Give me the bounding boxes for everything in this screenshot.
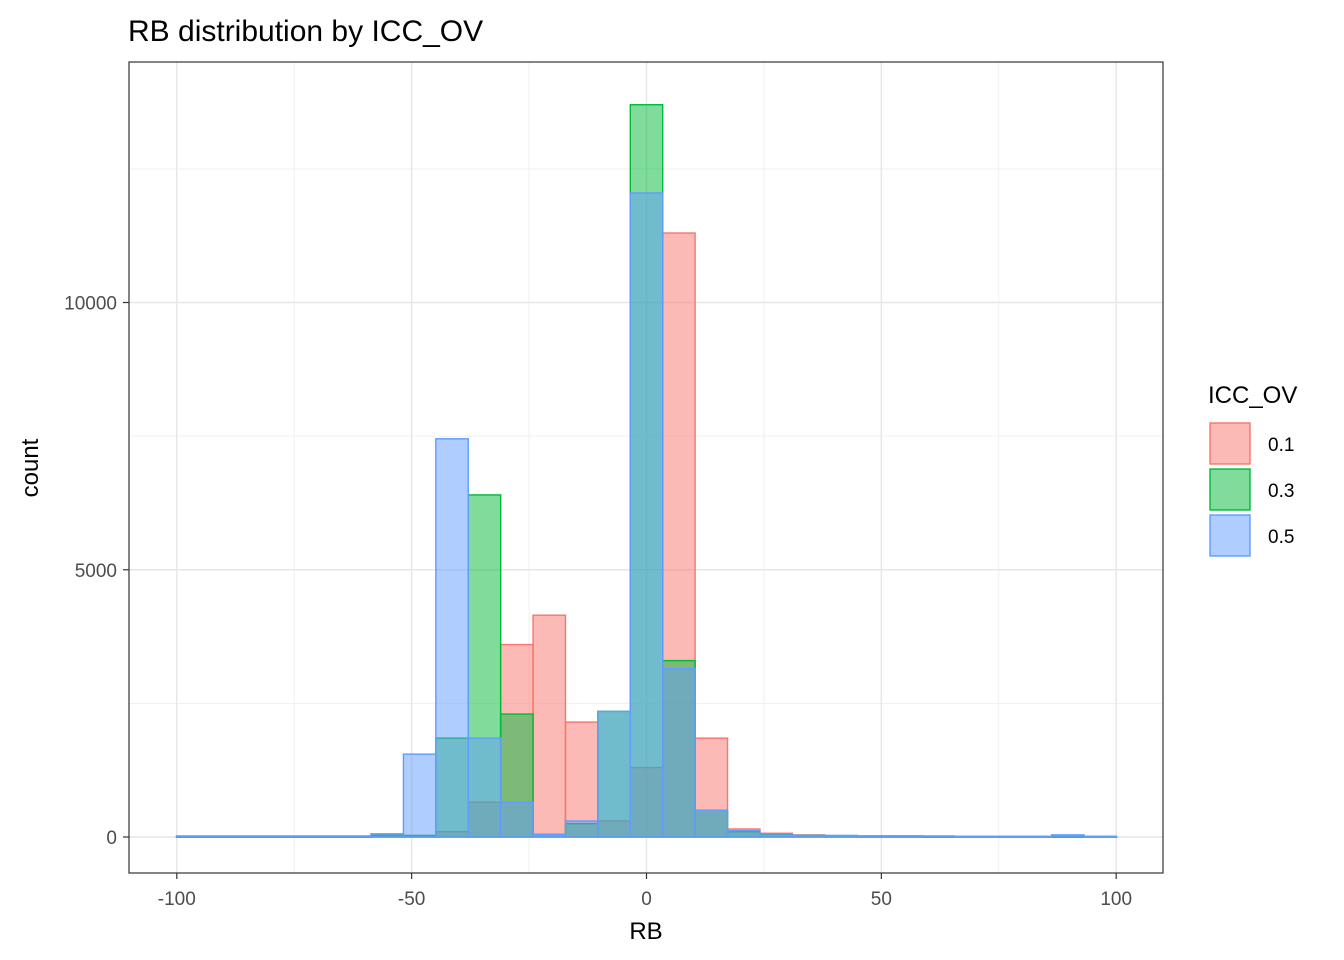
- histogram-bar: [467, 737, 502, 838]
- x-axis: -100 -50 0 50 100: [158, 873, 1132, 910]
- histogram-bar: [435, 438, 469, 838]
- histogram-bar: [888, 835, 923, 838]
- x-tick-label: 0: [641, 889, 652, 910]
- x-tick-label: -50: [398, 889, 425, 910]
- x-tick-label: -100: [158, 889, 196, 910]
- legend-title: ICC_OV: [1208, 382, 1297, 409]
- histogram-bar: [1018, 835, 1053, 838]
- histogram-bar: [1050, 834, 1085, 838]
- histogram-bar: [629, 192, 664, 838]
- y-axis-title: count: [17, 438, 44, 497]
- histogram-bar: [370, 833, 405, 838]
- histogram-bar: [175, 835, 210, 838]
- series-0.5: [175, 192, 1118, 838]
- histogram-bar: [662, 667, 696, 838]
- legend-label: 0.3: [1268, 481, 1294, 502]
- legend-item: 0.1: [1209, 422, 1294, 465]
- legend-label: 0.5: [1268, 527, 1294, 548]
- histogram-bar: [986, 835, 1020, 838]
- histogram-bar: [856, 835, 891, 838]
- histogram-bar: [337, 835, 372, 838]
- y-tick-label: 5000: [75, 561, 117, 582]
- histogram-bar: [208, 835, 243, 838]
- histogram-bar: [953, 835, 988, 838]
- histogram-bar: [694, 809, 729, 838]
- histogram-bar: [273, 835, 307, 838]
- x-axis-title: RB: [629, 918, 662, 945]
- legend: ICC_OV 0.1 0.3 0.5: [1208, 382, 1297, 557]
- y-tick-label: 10000: [64, 294, 117, 315]
- histogram-bar: [402, 753, 437, 838]
- histogram-bar: [791, 834, 826, 838]
- legend-label: 0.1: [1268, 435, 1294, 456]
- histogram-bar: [921, 835, 956, 838]
- histogram-bar: [499, 801, 534, 838]
- histogram-bar: [532, 833, 567, 838]
- legend-key: [1209, 514, 1251, 557]
- y-axis: 0 5000 10000: [64, 294, 129, 849]
- histogram-bar: [1083, 835, 1118, 838]
- histogram-bar: [240, 835, 275, 838]
- histogram-bars: [175, 104, 1118, 838]
- histogram-bar: [726, 829, 761, 838]
- histogram-bar: [532, 614, 567, 838]
- legend-item: 0.3: [1209, 468, 1294, 511]
- legend-key: [1209, 422, 1251, 465]
- histogram-bar: [564, 820, 599, 838]
- legend-key: [1209, 468, 1251, 511]
- histogram-bar: [759, 833, 794, 838]
- histogram-bar: [564, 721, 599, 838]
- histogram-bar: [305, 835, 340, 838]
- histogram-bar: [597, 710, 631, 838]
- histogram-bar: [824, 834, 858, 838]
- x-tick-label: 100: [1100, 889, 1132, 910]
- x-tick-label: 50: [871, 889, 892, 910]
- y-tick-label: 0: [106, 828, 117, 849]
- chart-title: RB distribution by ICC_OV: [128, 15, 483, 48]
- legend-item: 0.5: [1209, 514, 1294, 557]
